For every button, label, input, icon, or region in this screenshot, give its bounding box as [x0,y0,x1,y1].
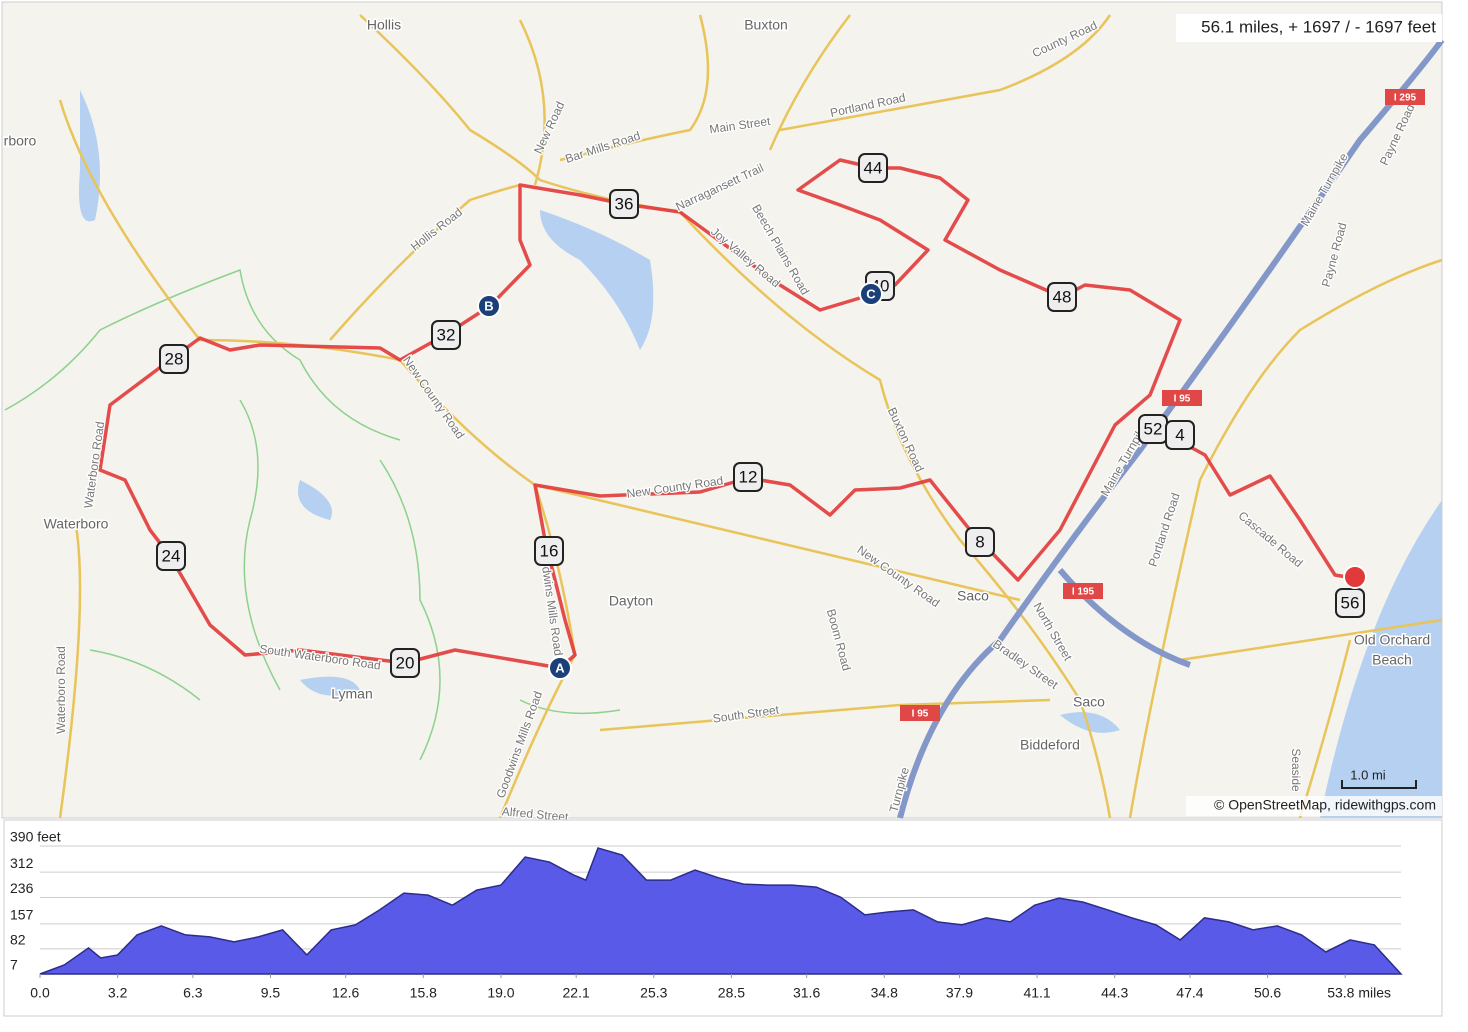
x-tick-label: 19.0 [487,985,514,1001]
place-label: Lyman [331,686,373,702]
mile-marker-label: 20 [396,653,415,672]
mile-marker-label: 24 [162,546,181,565]
place-label: rboro [4,133,37,149]
interstate-label: I 95 [1174,394,1191,405]
summary-box [1176,14,1442,42]
place-label: Buxton [744,17,788,33]
road-label: Seaside [1289,748,1303,792]
summary: 56.1 miles, + 1697 / - 1697 feet [1201,17,1436,36]
waypoint [548,656,572,680]
place-label: Biddeford [1020,737,1080,753]
x-tick-label: 50.6 [1254,985,1281,1001]
waypoint-label: B [484,298,493,313]
route [1149,423,1354,580]
y-tick-label: 82 [10,932,26,948]
elevation-area [39,847,1403,975]
waypoint [859,282,883,306]
x-tick-label: 25.3 [640,985,667,1001]
attribution-box [1186,796,1442,816]
waypoint-label: C [866,286,876,301]
x-tick-label: 0.0 [30,985,50,1001]
y-tick-label: 7 [10,957,18,973]
interstate-shield [1385,89,1425,105]
place-label: Saco [957,588,989,604]
mile-marker [534,536,564,566]
place-label: Saco [1073,694,1105,710]
mile-marker-label: 16 [540,541,559,560]
attribution: © OpenStreetMap, ridewithgps.com [1214,797,1436,813]
elevation-chart: 7 82 157 236 312 390 feet 0.0 3.2 6.3 9.5 12.6 15.8… [10,829,1403,1001]
interstate-shield [1063,583,1103,599]
y-tick-label: 312 [10,855,34,871]
place-label: Hollis [367,17,401,33]
interstate-label: I 95 [912,709,929,720]
route [98,158,1182,670]
y-tick-label: 236 [10,880,34,896]
mile-marker-label: 56 [1341,593,1360,612]
scale-label: 1.0 mi [1350,767,1386,782]
road-label: Waterboro Road [54,646,68,734]
interstate-shield [900,705,940,721]
x-tick-label: 22.1 [563,985,590,1001]
x-tick-label: 3.2 [108,985,128,1001]
interstate-shield [1162,390,1202,406]
waypoint-label: A [555,660,565,675]
y-tick-label: 157 [10,907,34,923]
waypoint [477,294,501,318]
x-tick-label: 9.5 [261,985,281,1001]
mile-marker-label: 28 [165,349,184,368]
place-label: Waterboro [44,516,109,532]
x-tick-label: 44.3 [1101,985,1128,1001]
mile-marker-label: 8 [975,532,984,551]
y-tick-label: 390 feet [10,829,61,845]
place-label: Beach [1372,652,1412,668]
scale-bar [1341,780,1417,789]
mile-marker [1335,588,1365,618]
end-pin [1343,565,1367,589]
trails [4,268,621,761]
map: Hollis Buxton Waterboro Dayton Lyman Saco Saco… [1,1,1445,825]
mile-marker [965,527,995,557]
mile-marker [159,344,189,374]
x-tick-label: 31.6 [793,985,820,1001]
x-tick-label: 6.3 [183,985,203,1001]
place-label: Dayton [609,593,653,609]
interstate-label: I 295 [1394,93,1417,104]
mile-marker [609,189,639,219]
x-tick-label: 15.8 [410,985,437,1001]
mile-marker [1047,282,1077,312]
mile-marker-label: 48 [1053,287,1072,306]
mile-marker [733,462,763,492]
x-tick-label: 53.8 miles [1327,985,1391,1001]
interstate-label: I 195 [1072,587,1095,598]
x-tick-label: 12.6 [332,985,359,1001]
x-tick-label: 47.4 [1176,985,1203,1001]
mile-marker-label: 4 [1175,425,1184,444]
mile-marker-label: 12 [739,467,758,486]
mile-marker-label: 44 [864,158,883,177]
mile-marker [390,648,420,678]
mile-marker [156,541,186,571]
mile-marker [431,320,461,350]
mile-marker [1165,420,1195,450]
mile-marker-label: 36 [615,194,634,213]
mile-marker [858,153,888,183]
x-tick-label: 28.5 [718,985,745,1001]
x-tick-label: 41.1 [1023,985,1050,1001]
place-label: Old Orchard [1354,632,1430,648]
map-background [1,1,1443,819]
ocean [1320,500,1442,818]
roads [58,14,1443,819]
mile-marker-label: 52 [1144,419,1163,438]
x-tick-label: 34.8 [871,985,898,1001]
mile-marker-label: 32 [437,325,456,344]
x-tick-label: 37.9 [946,985,973,1001]
